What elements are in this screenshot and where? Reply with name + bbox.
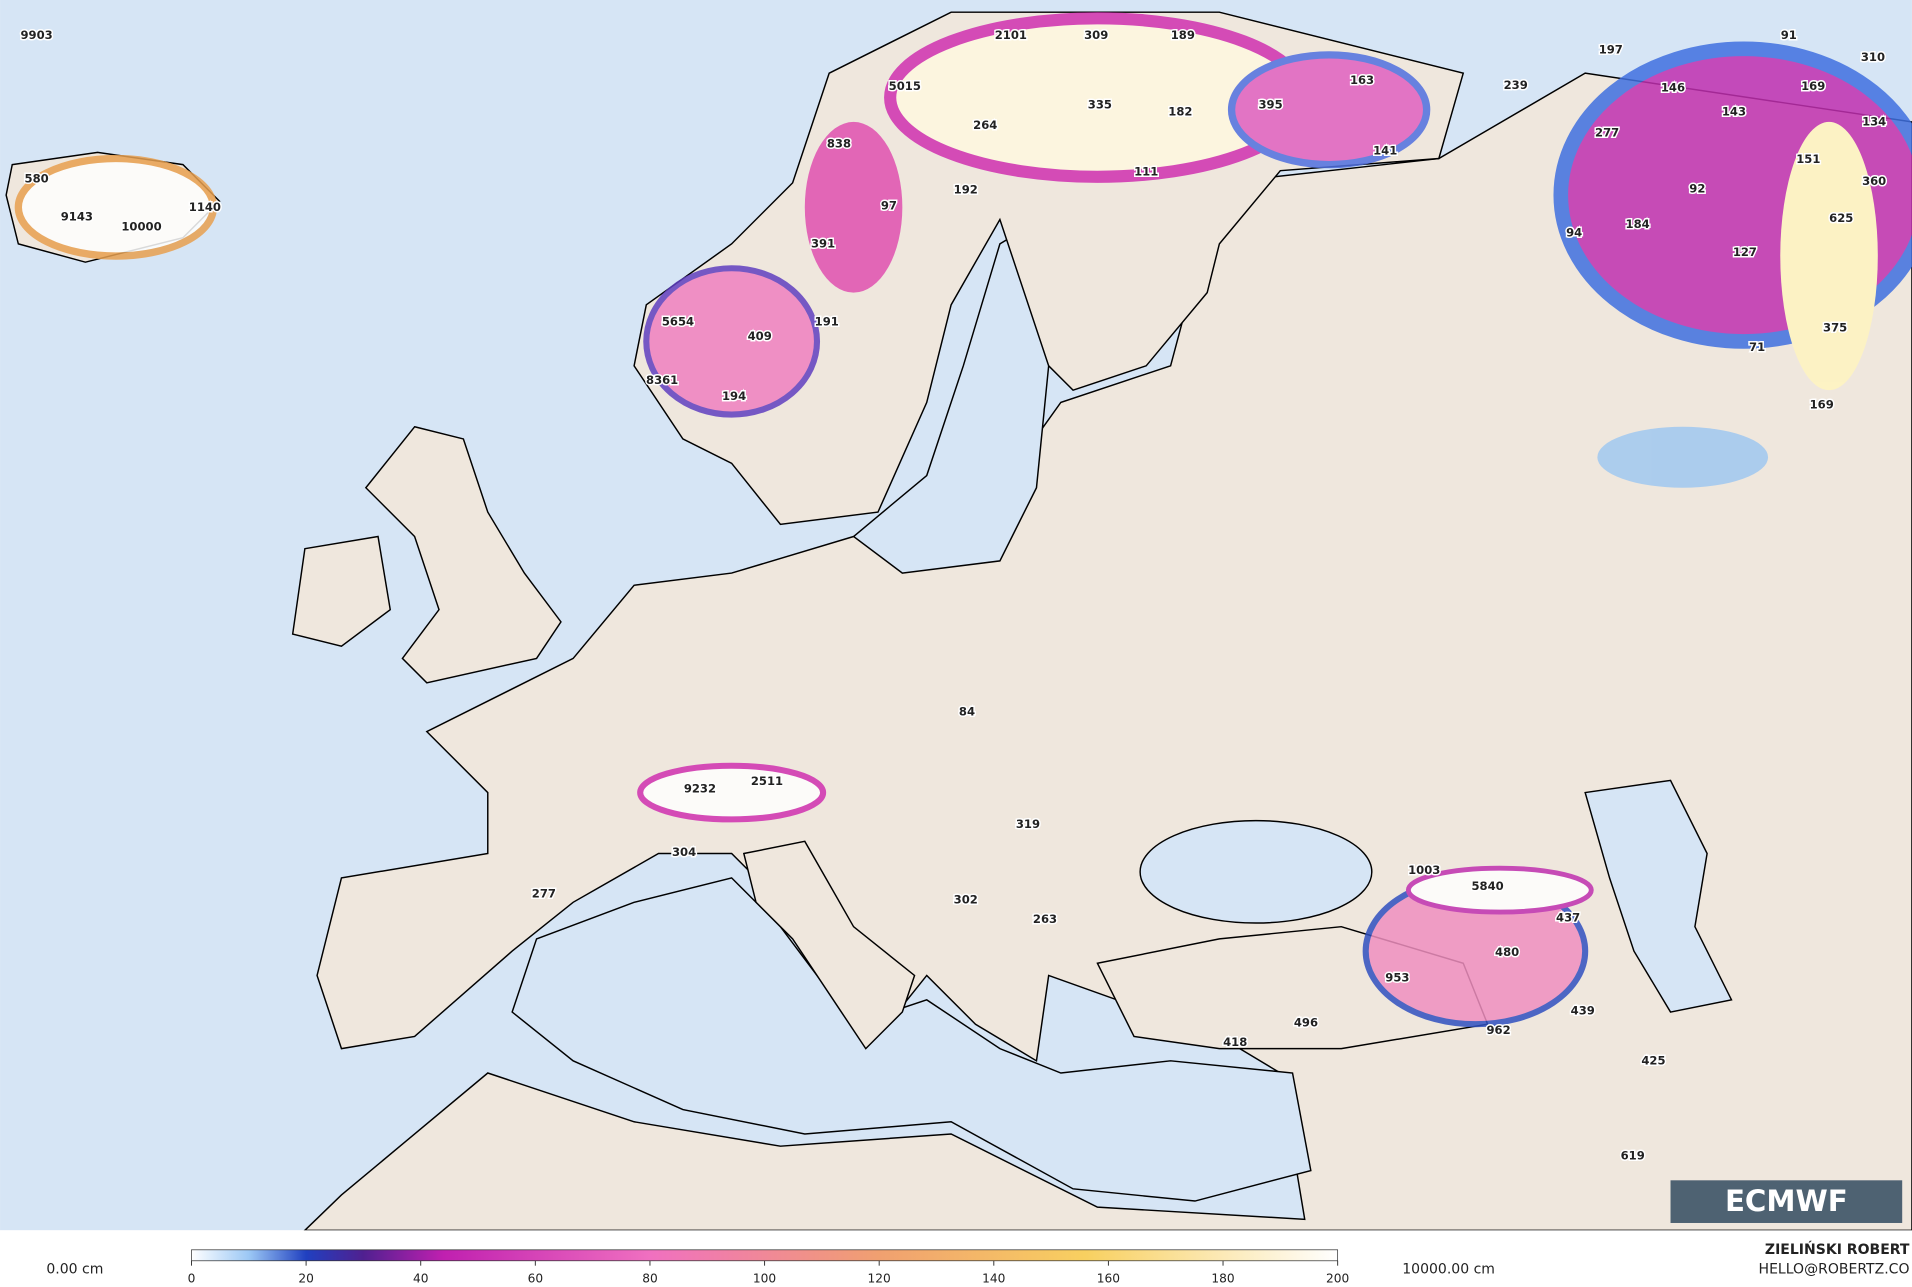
map-value-label: 619: [1621, 1148, 1645, 1162]
map-value-label: 10000: [121, 219, 161, 233]
map-value-label: 425: [1641, 1053, 1665, 1067]
map-value-label: 5654: [662, 314, 694, 328]
map-value-label: 480: [1495, 945, 1519, 959]
snow-patch: [1405, 865, 1594, 915]
map-value-label: 310: [1861, 50, 1885, 64]
map-value-label: 134: [1862, 114, 1886, 128]
colorbar-tick-label: 120: [868, 1272, 891, 1286]
map-labels: 9903 580 9143 10000 1140 2101 309 189 5015 335 182…: [19, 26, 1888, 1163]
map-value-label: 9903: [21, 28, 53, 42]
map-value-label: 496: [1294, 1016, 1318, 1030]
map-value-label: 277: [532, 886, 556, 900]
map-value-label: 409: [748, 329, 772, 343]
map-value-label: 189: [1171, 28, 1195, 42]
map-value-label: 94: [1566, 225, 1582, 239]
map-value-label: 9232: [684, 781, 716, 795]
map-value-label: 263: [1033, 912, 1057, 926]
map-value-label: 163: [1350, 73, 1374, 87]
colorbar-tick-label: 200: [1326, 1272, 1349, 1286]
snow-patch: [1227, 51, 1431, 169]
italy: [742, 840, 916, 1050]
snow-patch: [14, 154, 218, 260]
map-value-label: 2511: [751, 774, 783, 788]
map: 9903 580 9143 10000 1140 2101 309 189 5015 335 182…: [0, 0, 1912, 1232]
map-value-label: 1140: [189, 200, 221, 214]
map-value-label: 197: [1599, 42, 1623, 56]
map-value-label: 91: [1781, 28, 1797, 42]
colorbar-tick-label: 40: [413, 1272, 429, 1286]
snow-patch: [637, 762, 827, 823]
snow-field: [14, 12, 1912, 1028]
map-value-label: 143: [1722, 105, 1746, 119]
map-value-label: 264: [973, 118, 997, 132]
ireland: [291, 535, 392, 648]
map-value-label: 335: [1088, 97, 1112, 111]
map-value-label: 319: [1016, 817, 1040, 831]
map-value-label: 97: [881, 199, 897, 213]
map-value-label: 439: [1571, 1003, 1595, 1017]
colorbar-ramp: [191, 1249, 1339, 1262]
colorbar-tick-label: 0: [188, 1272, 196, 1286]
map-value-label: 437: [1556, 911, 1580, 925]
legend-max-label: 10000.00 cm: [1402, 1261, 1495, 1277]
map-value-label: 127: [1733, 245, 1757, 259]
map-value-label: 391: [811, 236, 835, 250]
map-value-label: 5840: [1472, 879, 1504, 893]
map-value-label: 184: [1626, 217, 1650, 231]
colorbar-tick-label: 180: [1211, 1272, 1234, 1286]
colorbar-tick-label: 20: [298, 1272, 314, 1286]
map-value-label: 5015: [889, 79, 921, 93]
snow-patch: [1780, 121, 1878, 391]
map-value-label: 9143: [61, 210, 93, 224]
map-value-label: 302: [954, 892, 978, 906]
map-value-label: 84: [959, 705, 975, 719]
map-value-label: 962: [1487, 1023, 1511, 1037]
caspian-sea: [1584, 779, 1733, 1013]
colorbar-tick-label: 60: [528, 1272, 544, 1286]
map-value-label: 418: [1223, 1035, 1247, 1049]
map-value-label: 1003: [1408, 863, 1440, 877]
map-value-label: 192: [954, 183, 978, 197]
map-value-label: 375: [1823, 320, 1847, 334]
contact: HELLO@ROBERTZ.CO: [1759, 1261, 1910, 1277]
map-value-label: 309: [1084, 28, 1108, 42]
great-britain: [364, 425, 562, 684]
colorbar-tick-label: 160: [1097, 1272, 1120, 1286]
map-value-label: 92: [1689, 181, 1705, 195]
map-value-label: 304: [672, 845, 696, 859]
snow-patch: [804, 121, 903, 293]
snow-patch: [1597, 426, 1769, 488]
map-value-label: 277: [1595, 125, 1619, 139]
snow-patch: [643, 265, 821, 418]
map-value-label: 111: [1134, 164, 1158, 178]
colorbar-tick-label: 140: [982, 1272, 1005, 1286]
map-value-label: 239: [1504, 78, 1528, 92]
map-value-label: 625: [1829, 211, 1853, 225]
legend-min-label: 0.00 cm: [46, 1261, 103, 1277]
map-value-label: 360: [1862, 174, 1886, 188]
black-sea: [1139, 819, 1373, 924]
map-value-label: 146: [1661, 80, 1685, 94]
colorbar-tick-label: 100: [753, 1272, 776, 1286]
map-value-label: 8361: [646, 373, 678, 387]
map-value-label: 580: [25, 172, 49, 186]
map-value-label: 838: [827, 136, 851, 150]
map-value-label: 953: [1385, 970, 1409, 984]
colorbar-tick-label: 80: [642, 1272, 658, 1286]
map-value-label: 182: [1168, 105, 1192, 119]
colorbar: 0.00 cm 10000.00 cm ZIELIŃSKI ROBERT HEL…: [0, 1230, 1912, 1287]
map-value-label: 141: [1373, 144, 1397, 158]
map-value-label: 169: [1801, 79, 1825, 93]
map-value-label: 2101: [995, 28, 1027, 42]
map-value-label: 71: [1749, 340, 1765, 354]
map-value-label: 191: [815, 314, 839, 328]
logo-box: [1670, 1180, 1903, 1223]
author: ZIELIŃSKI ROBERT: [1765, 1240, 1910, 1258]
map-value-label: 151: [1796, 152, 1820, 166]
logo: ECMWF: [1725, 1184, 1848, 1218]
map-value-label: 395: [1259, 97, 1283, 111]
map-value-label: 169: [1810, 397, 1834, 411]
map-value-label: 194: [722, 389, 746, 403]
